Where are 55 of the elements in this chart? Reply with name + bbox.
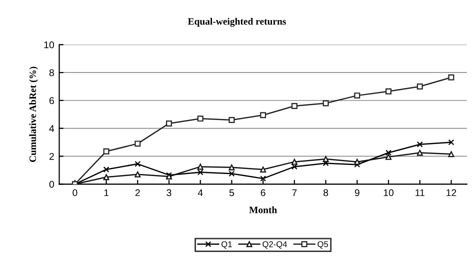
x-tick-label: 6 (260, 189, 266, 196)
point (260, 112, 266, 118)
point (197, 116, 204, 122)
x-tick-label: 5 (229, 189, 234, 196)
y-tick-label: 6 (49, 97, 54, 104)
point (416, 84, 423, 90)
point (134, 140, 141, 147)
point (448, 74, 454, 80)
x-tick-label: 1 (104, 189, 109, 196)
point (448, 151, 454, 158)
point (416, 141, 423, 148)
point (291, 158, 298, 165)
y-tick-label: 2 (49, 152, 54, 160)
point (197, 169, 204, 176)
point (134, 171, 141, 178)
legend-label: Q5 (318, 241, 328, 249)
point (103, 148, 110, 154)
point (322, 160, 329, 166)
point (354, 92, 360, 99)
x-tick-label: 12 (446, 189, 456, 196)
point (448, 139, 454, 146)
y-axis-title: Cumulative AbRet (%) (29, 66, 38, 162)
x-axis-title: Month (249, 206, 277, 214)
point (386, 154, 392, 160)
x-tick-label: 11 (416, 189, 424, 196)
y-tick-label: 8 (49, 69, 54, 76)
point (197, 164, 204, 170)
y-tick-label: 4 (49, 125, 54, 132)
y-tick-label: 10 (44, 41, 54, 48)
x-tick-label: 9 (354, 189, 360, 196)
x-tick-label: 4 (198, 189, 203, 196)
legend-label: Q2-Q4 (262, 241, 287, 249)
x-tick-label: 0 (72, 189, 78, 196)
point (103, 166, 110, 172)
point (386, 150, 392, 156)
point (322, 100, 329, 106)
point (103, 174, 110, 180)
legend-label: Q1 (222, 241, 232, 249)
x-tick-label: 2 (135, 189, 140, 196)
y-tick-label: 0 (49, 180, 54, 188)
point (228, 170, 235, 177)
x-tick-label: 3 (166, 189, 172, 196)
x-tick-label: 7 (292, 189, 297, 196)
point (228, 164, 235, 170)
point (166, 120, 172, 126)
point (260, 176, 266, 182)
x-tick-label: 8 (324, 189, 328, 196)
point (354, 158, 360, 165)
point (134, 160, 141, 167)
point (291, 103, 298, 110)
point (386, 88, 392, 94)
point (416, 150, 423, 156)
point (228, 116, 235, 123)
x-tick-label: 10 (384, 189, 394, 196)
chart-title: Equal-weighted returns (188, 18, 286, 27)
